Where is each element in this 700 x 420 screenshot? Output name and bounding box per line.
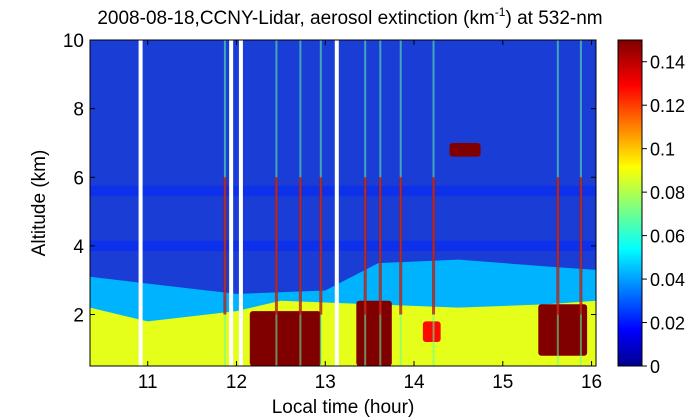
x-axis-label: Local time (hour) (272, 397, 415, 418)
colorbar-axis: 0 0.02 0.04 0.06 0.08 0.1 0.12 0.14 (642, 53, 685, 377)
vertical-streak-core (556, 177, 560, 315)
vertical-streak-core (298, 177, 302, 315)
vertical-streak-core (378, 177, 382, 315)
heatmap-data-gaps (138, 40, 339, 366)
mixed-layer-region (90, 300, 596, 366)
high-extinction-patch (356, 300, 392, 366)
heatmap-streaks (223, 40, 583, 366)
colorbar-tick-label: 0.02 (650, 314, 685, 334)
vertical-streak-core (223, 177, 227, 315)
faint-layer-band (90, 240, 596, 252)
y-axis: 2 4 6 8 10 (63, 31, 596, 327)
plot-frame (89, 39, 597, 367)
vertical-streak-core (432, 177, 436, 315)
colorbar-tick-label: 0.04 (650, 270, 685, 290)
chart-title: 2008-08-18,CCNY-Lidar, aerosol extinctio… (97, 5, 602, 29)
high-extinction-patch (538, 304, 588, 356)
data-gap-stripe (334, 40, 339, 366)
data-gap-stripe (138, 40, 143, 366)
vertical-streak-core (274, 177, 278, 315)
x-axis: 11 12 13 14 15 16 (138, 40, 602, 393)
y-tick-label: 6 (73, 168, 84, 189)
heatmap-layers (90, 185, 596, 366)
x-tick-label: 13 (315, 372, 336, 393)
faint-layer-band (90, 185, 596, 197)
vertical-streak-core (319, 177, 323, 315)
chart-title-tail: ) at 532-nm (505, 8, 602, 29)
colorbar-tick-label: 0.12 (650, 96, 685, 116)
vertical-streak-core (399, 177, 403, 315)
y-axis-label: Altitude (km) (29, 150, 50, 257)
high-extinction-patch (249, 311, 321, 366)
vertical-streak-core (363, 177, 367, 315)
chart-title-superscript: -1 (495, 5, 506, 19)
x-tick-label: 15 (492, 372, 513, 393)
colorbar-tick-label: 0 (650, 357, 660, 377)
colorbar-tick-label: 0.06 (650, 227, 685, 247)
y-tick-label: 8 (73, 100, 84, 121)
x-tick-label: 14 (403, 372, 425, 393)
heatmap-plot-area (90, 40, 596, 366)
data-gap-stripe (238, 40, 243, 366)
chart-title-main: 2008-08-18,CCNY-Lidar, aerosol extinctio… (97, 8, 494, 29)
x-tick-label: 11 (138, 372, 158, 393)
y-tick-label: 4 (73, 237, 84, 258)
x-tick-label: 12 (226, 372, 247, 393)
colorbar-tick-label: 0.08 (650, 183, 685, 203)
y-tick-label: 2 (73, 306, 84, 327)
y-tick-label: 10 (63, 31, 84, 52)
colorbar-tick-label: 0.1 (650, 140, 675, 160)
high-extinction-patch (449, 142, 481, 157)
vertical-streak-core (579, 177, 583, 315)
colorbar (617, 39, 643, 367)
heatmap-patches (249, 142, 588, 366)
high-extinction-patch (422, 321, 441, 342)
x-tick-label: 16 (581, 372, 602, 393)
colorbar-tick-label: 0.14 (650, 53, 685, 73)
data-gap-stripe (229, 40, 234, 366)
